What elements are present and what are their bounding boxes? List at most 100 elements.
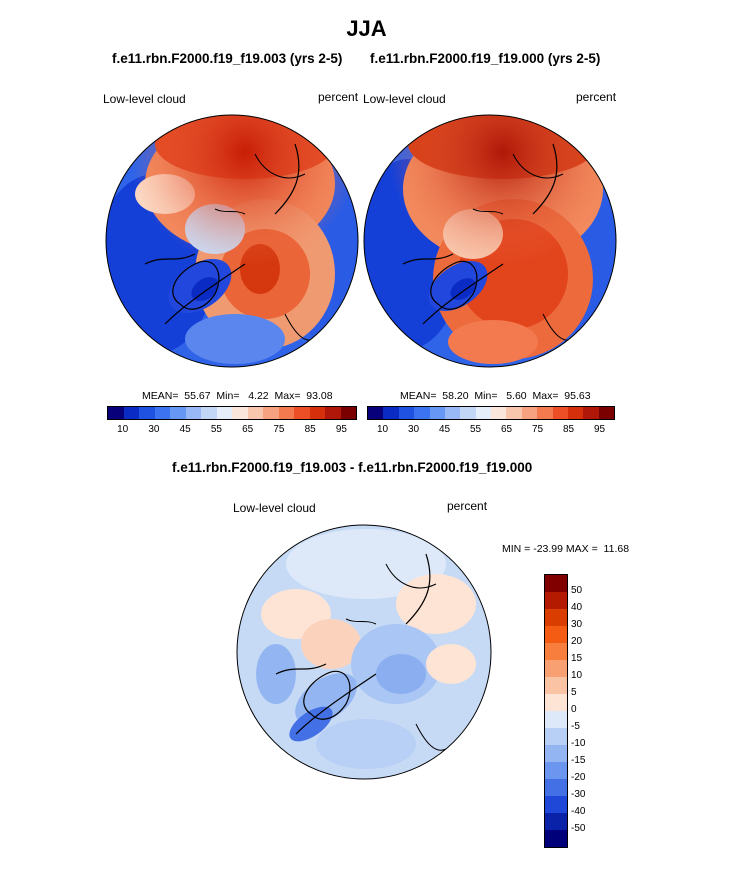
panel3-variable-label: Low-level cloud xyxy=(233,501,316,515)
colorbar-run-000-ticks: 10 30 45 55 65 75 85 95 xyxy=(367,424,615,438)
colorbar-difference-tick-label: 5 xyxy=(571,687,577,698)
colorbar-run-003-swatch xyxy=(139,407,155,419)
colorbar-difference-tick-label: 10 xyxy=(571,670,583,681)
colorbar-run-003-ticks: 10 30 45 55 65 75 85 95 xyxy=(107,424,357,438)
panel3-units-label: percent xyxy=(447,499,488,513)
colorbar-difference-swatch xyxy=(545,660,567,677)
colorbar-difference-tick-label: 30 xyxy=(571,619,583,630)
colorbar-difference-tick-label: -15 xyxy=(571,755,586,766)
colorbar-run-000-swatch xyxy=(368,407,384,419)
colorbar-run-003-swatch xyxy=(232,407,248,419)
arctic-polar-map-run-003 xyxy=(105,114,359,368)
colorbar-difference-tick-label: -5 xyxy=(571,721,580,732)
colorbar-run-003-swatch xyxy=(154,407,170,419)
colorbar-difference-swatch xyxy=(545,830,567,847)
colorbar-difference-swatch xyxy=(545,745,567,762)
colorbar-run-000-swatch xyxy=(475,407,491,419)
arctic-polar-map-run-000 xyxy=(363,114,617,368)
colorbar-run-003-tick-label: 85 xyxy=(304,424,316,435)
panel3-title: f.e11.rbn.F2000.f19_f19.003 - f.e11.rbn.… xyxy=(172,460,533,475)
colorbar-difference-tick-label: -30 xyxy=(571,789,586,800)
colorbar-run-003-swatch xyxy=(278,407,294,419)
colorbar-run-003-swatch xyxy=(309,407,325,419)
colorbar-difference-tick-label: 0 xyxy=(571,704,577,715)
colorbar-run-000-swatch xyxy=(521,407,538,419)
colorbar-difference-swatch xyxy=(545,813,567,830)
colorbar-run-000-swatch xyxy=(537,407,553,419)
colorbar-run-000-tick-label: 10 xyxy=(376,424,389,435)
colorbar-difference-swatch xyxy=(545,626,567,643)
colorbar-difference-swatch xyxy=(545,711,567,728)
colorbar-run-003-tick-label: 10 xyxy=(117,424,129,435)
colorbar-run-003-swatch xyxy=(325,407,341,419)
colorbar-difference-swatch xyxy=(545,643,567,660)
colorbar-run-000-swatch xyxy=(383,407,399,419)
arctic-polar-map-difference xyxy=(236,524,492,780)
colorbar-run-000-swatch xyxy=(444,407,461,419)
colorbar-run-003-tick-label: 30 xyxy=(148,424,160,435)
colorbar-difference-swatch xyxy=(545,779,567,796)
colorbar-run-000-swatch xyxy=(491,407,507,419)
colorbar-difference-swatch xyxy=(545,694,567,711)
colorbar-run-000-swatch xyxy=(429,407,445,419)
colorbar-run-003-swatch xyxy=(340,407,356,419)
colorbar-run-000 xyxy=(367,406,615,420)
colorbar-run-000-tick-label: 30 xyxy=(407,424,420,435)
colorbar-run-000-tick-label: 85 xyxy=(562,424,575,435)
colorbar-difference-tick-label: -50 xyxy=(571,823,586,834)
colorbar-difference-swatch xyxy=(545,728,567,745)
colorbar-run-000-swatch xyxy=(398,407,415,419)
colorbar-run-003-swatch xyxy=(108,407,124,419)
colorbar-run-003-swatch xyxy=(263,407,279,419)
panel1-title: f.e11.rbn.F2000.f19_f19.003 (yrs 2-5) xyxy=(112,51,343,66)
colorbar-run-003-swatch xyxy=(294,407,310,419)
colorbar-difference-tick-label: 40 xyxy=(571,602,583,613)
panel1-variable-label: Low-level cloud xyxy=(103,92,186,106)
panel2-mean-stats: MEAN= 58.20 Min= 5.60 Max= 95.63 xyxy=(400,390,591,402)
colorbar-difference xyxy=(544,574,568,848)
colorbar-run-000-swatch xyxy=(460,407,476,419)
colorbar-run-003-tick-label: 75 xyxy=(273,424,285,435)
colorbar-run-000-tick-label: 75 xyxy=(531,424,544,435)
colorbar-run-000-tick-label: 95 xyxy=(593,424,606,435)
panel2-units-label: percent xyxy=(576,90,617,104)
colorbar-difference-tick-label: 15 xyxy=(571,653,583,664)
colorbar-run-003-swatch xyxy=(185,407,201,419)
panel3-minmax-stats: MIN = -23.99 MAX = 11.68 xyxy=(502,543,630,555)
colorbar-run-000-tick-label: 55 xyxy=(469,424,482,435)
colorbar-difference-swatch xyxy=(545,796,567,813)
colorbar-run-003-tick-label: 45 xyxy=(179,424,191,435)
colorbar-run-000-tick-label: 65 xyxy=(500,424,513,435)
colorbar-difference-swatch xyxy=(545,592,567,609)
panel2-title: f.e11.rbn.F2000.f19_f19.000 (yrs 2-5) xyxy=(370,51,601,66)
colorbar-run-003-tick-label: 65 xyxy=(242,424,254,435)
season-title: JJA xyxy=(346,16,387,41)
panel1-mean-stats: MEAN= 55.67 Min= 4.22 Max= 93.08 xyxy=(142,390,333,402)
colorbar-run-003-tick-label: 95 xyxy=(335,424,347,435)
colorbar-run-000-swatch xyxy=(552,407,568,419)
colorbar-difference-swatch xyxy=(545,575,567,592)
colorbar-run-000-swatch xyxy=(567,407,584,419)
colorbar-run-003-swatch xyxy=(170,407,186,419)
colorbar-run-003-swatch xyxy=(201,407,217,419)
colorbar-run-003-swatch xyxy=(123,407,139,419)
colorbar-run-000-swatch xyxy=(583,407,599,419)
colorbar-run-000-swatch xyxy=(598,407,614,419)
colorbar-run-003 xyxy=(107,406,357,420)
colorbar-difference-tick-label: -10 xyxy=(571,738,586,749)
colorbar-difference-tick-label: 20 xyxy=(571,636,583,647)
panel2-variable-label: Low-level cloud xyxy=(363,92,446,106)
colorbar-run-003-swatch xyxy=(216,407,232,419)
colorbar-difference-tick-label: -20 xyxy=(571,772,586,783)
colorbar-run-000-swatch xyxy=(506,407,522,419)
colorbar-run-003-swatch xyxy=(247,407,263,419)
colorbar-run-003-tick-label: 55 xyxy=(210,424,222,435)
colorbar-difference-tick-label: 50 xyxy=(571,585,583,596)
colorbar-difference-swatch xyxy=(545,609,567,626)
colorbar-run-000-tick-label: 45 xyxy=(438,424,451,435)
colorbar-run-000-swatch xyxy=(414,407,430,419)
colorbar-difference-swatch xyxy=(545,677,567,694)
panel1-units-label: percent xyxy=(318,90,359,104)
colorbar-difference-tick-label: -40 xyxy=(571,806,586,817)
colorbar-difference-swatch xyxy=(545,762,567,779)
